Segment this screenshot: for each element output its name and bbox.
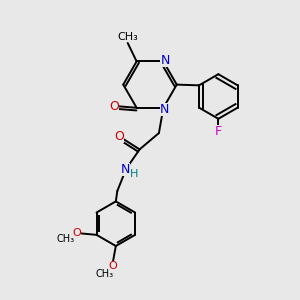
Text: O: O (109, 261, 117, 271)
Text: N: N (160, 54, 170, 67)
Text: N: N (160, 103, 169, 116)
Text: CH₃: CH₃ (117, 32, 138, 42)
Text: O: O (109, 100, 119, 113)
Text: CH₃: CH₃ (56, 234, 74, 244)
Text: O: O (114, 130, 124, 142)
Text: CH₃: CH₃ (95, 268, 114, 279)
Text: O: O (72, 228, 81, 239)
Text: F: F (215, 125, 222, 138)
Text: N: N (120, 164, 130, 176)
Text: H: H (130, 169, 139, 179)
